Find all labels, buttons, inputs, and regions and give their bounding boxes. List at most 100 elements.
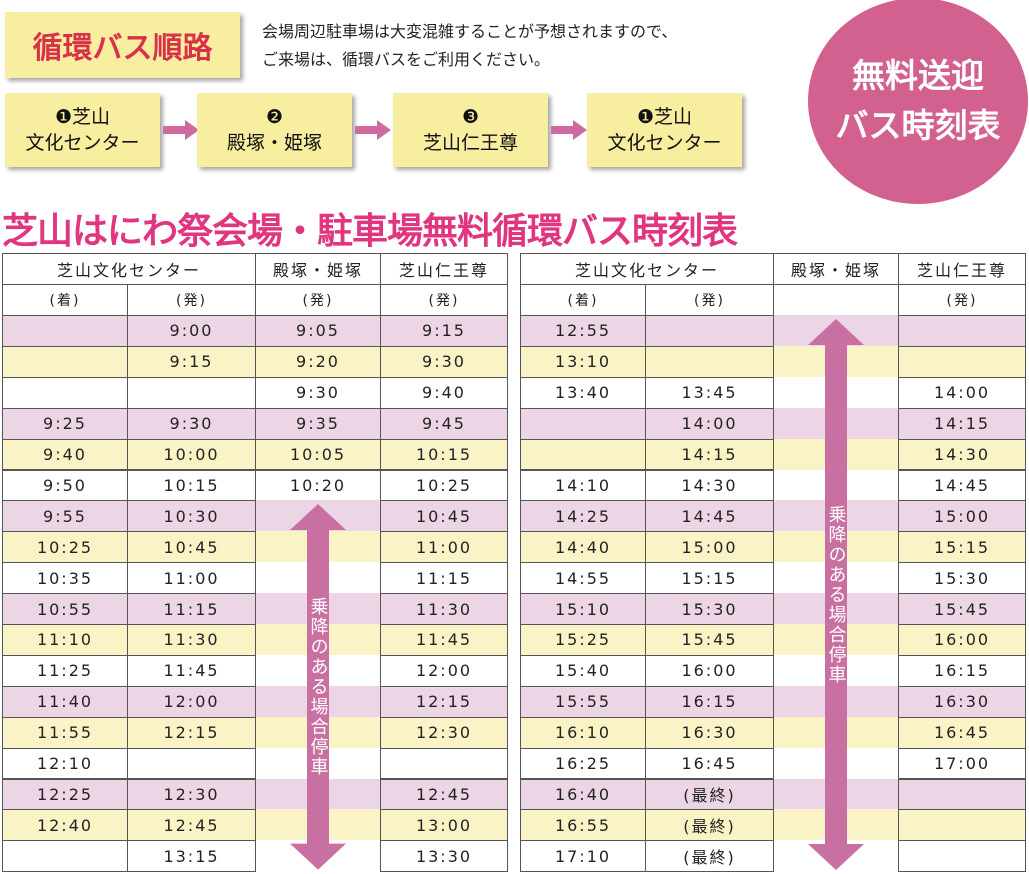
table-cell: [898, 345, 1026, 378]
table-cell: 16:00: [898, 624, 1026, 656]
table-cell: 15:15: [898, 531, 1026, 564]
table-cell: 12:40: [2, 809, 128, 842]
table-cell: [2, 840, 128, 873]
table-cell: 14:25: [520, 500, 646, 533]
table-cell: 16:30: [898, 685, 1026, 718]
badge-line: 無料送迎: [852, 56, 984, 95]
route-arrow: [355, 120, 391, 140]
table-cell: 9:55: [2, 500, 128, 533]
table-cell: 14:30: [645, 469, 774, 502]
table-cell: 14:55: [520, 562, 646, 595]
table-cell: 9:15: [380, 315, 508, 347]
table-cell: 芝山文化センター: [520, 253, 774, 285]
table-cell: (発): [380, 284, 508, 316]
table-cell: [898, 840, 1026, 873]
table-cell: 10:05: [255, 438, 381, 471]
table-cell: 殿塚・姫塚: [773, 253, 899, 285]
table-cell: 13:45: [645, 376, 774, 409]
table-cell: 9:35: [255, 407, 381, 440]
table-cell: 14:45: [898, 469, 1026, 502]
arrow-label: 乗降のある場合停車: [307, 597, 329, 778]
stop-arrow: 乗降のある場合停車: [289, 504, 346, 870]
table-cell: [645, 345, 774, 378]
table-cell: 13:00: [380, 809, 508, 842]
table-cell: 14:45: [645, 500, 774, 533]
route-name: 文化センター: [607, 132, 722, 154]
route-step: ❷ 殿塚・姫塚: [197, 93, 352, 167]
table-cell: 11:25: [2, 654, 128, 687]
badge-line: バス時刻表: [835, 106, 1001, 145]
table-cell: 16:15: [645, 685, 774, 718]
table-cell: [520, 407, 646, 440]
table-cell: 14:15: [645, 438, 774, 471]
table-cell: (発): [645, 284, 774, 316]
table-cell: 16:45: [898, 716, 1026, 749]
table-cell: 17:10: [520, 840, 646, 873]
table-cell: 11:00: [127, 562, 256, 595]
table-cell: 芝山文化センター: [2, 253, 256, 285]
arrow-icon: [355, 120, 391, 140]
route-number: ❷: [265, 106, 284, 128]
main-title: 芝山はにわ祭会場・駐車場無料循環バス時刻表: [2, 211, 738, 252]
table-cell: 16:40: [520, 778, 646, 811]
table-cell: 16:30: [645, 716, 774, 749]
table-cell: 13:30: [380, 840, 508, 873]
route-step: ❶芝山 文化センター: [5, 93, 160, 167]
table-cell: 12:55: [520, 315, 646, 347]
table-cell: [898, 315, 1026, 347]
table-cell: (最終): [645, 840, 774, 873]
table-cell: 11:45: [127, 654, 256, 687]
table-cell: 16:00: [645, 654, 774, 687]
table-cell: 9:05: [255, 315, 381, 347]
table-cell: 15:25: [520, 624, 646, 656]
table-cell: 11:40: [2, 685, 128, 718]
table-cell: [773, 284, 899, 316]
table-cell: 14:10: [520, 469, 646, 502]
table-cell: 11:55: [2, 716, 128, 749]
table-cell: 10:25: [380, 469, 508, 502]
table-cell: 11:30: [127, 624, 256, 656]
table-cell: [898, 778, 1026, 811]
route-step: ❸ 芝山仁王尊: [393, 93, 548, 167]
table-cell: [2, 315, 128, 347]
table-cell: [2, 376, 128, 409]
table-cell: 10:15: [127, 469, 256, 502]
table-cell: 12:45: [127, 809, 256, 842]
table-cell: 10:45: [127, 531, 256, 564]
table-cell: 9:30: [380, 345, 508, 378]
route-number: ❶: [54, 106, 73, 128]
table-cell: 9:15: [127, 345, 256, 378]
table-cell: 15:45: [645, 624, 774, 656]
table-cell: 12:45: [380, 778, 508, 811]
table-cell: 10:20: [255, 469, 381, 502]
table-cell: 11:00: [380, 531, 508, 564]
table-cell: 9:20: [255, 345, 381, 378]
table-cell: 10:15: [380, 438, 508, 471]
table-cell: 15:55: [520, 685, 646, 718]
table-cell: (発): [898, 284, 1026, 316]
table-cell: [380, 747, 508, 780]
route-line: ❷: [266, 104, 283, 130]
table-cell: 11:45: [380, 624, 508, 656]
route-name: 芝山: [654, 106, 693, 128]
table-cell: 12:25: [2, 778, 128, 811]
route-name: 殿塚・姫塚: [226, 132, 322, 154]
table-cell: [645, 315, 774, 347]
table-cell: [520, 438, 646, 471]
table-cell: [2, 345, 128, 378]
table-cell: 10:55: [2, 593, 128, 625]
route-arrow: [163, 120, 199, 140]
table-cell: 芝山仁王尊: [380, 253, 508, 285]
table-cell: 9:45: [380, 407, 508, 440]
arrow-icon: [163, 120, 199, 140]
table-cell: 12:15: [127, 716, 256, 749]
route-number: ❶: [636, 106, 655, 128]
table-cell: 16:10: [520, 716, 646, 749]
arrow-icon: [551, 120, 587, 140]
route-line: ❶芝山: [55, 104, 110, 130]
route-name: 芝山: [72, 106, 111, 128]
table-cell: 13:40: [520, 376, 646, 409]
table-cell: 15:10: [520, 593, 646, 625]
table-cell: [127, 747, 256, 780]
